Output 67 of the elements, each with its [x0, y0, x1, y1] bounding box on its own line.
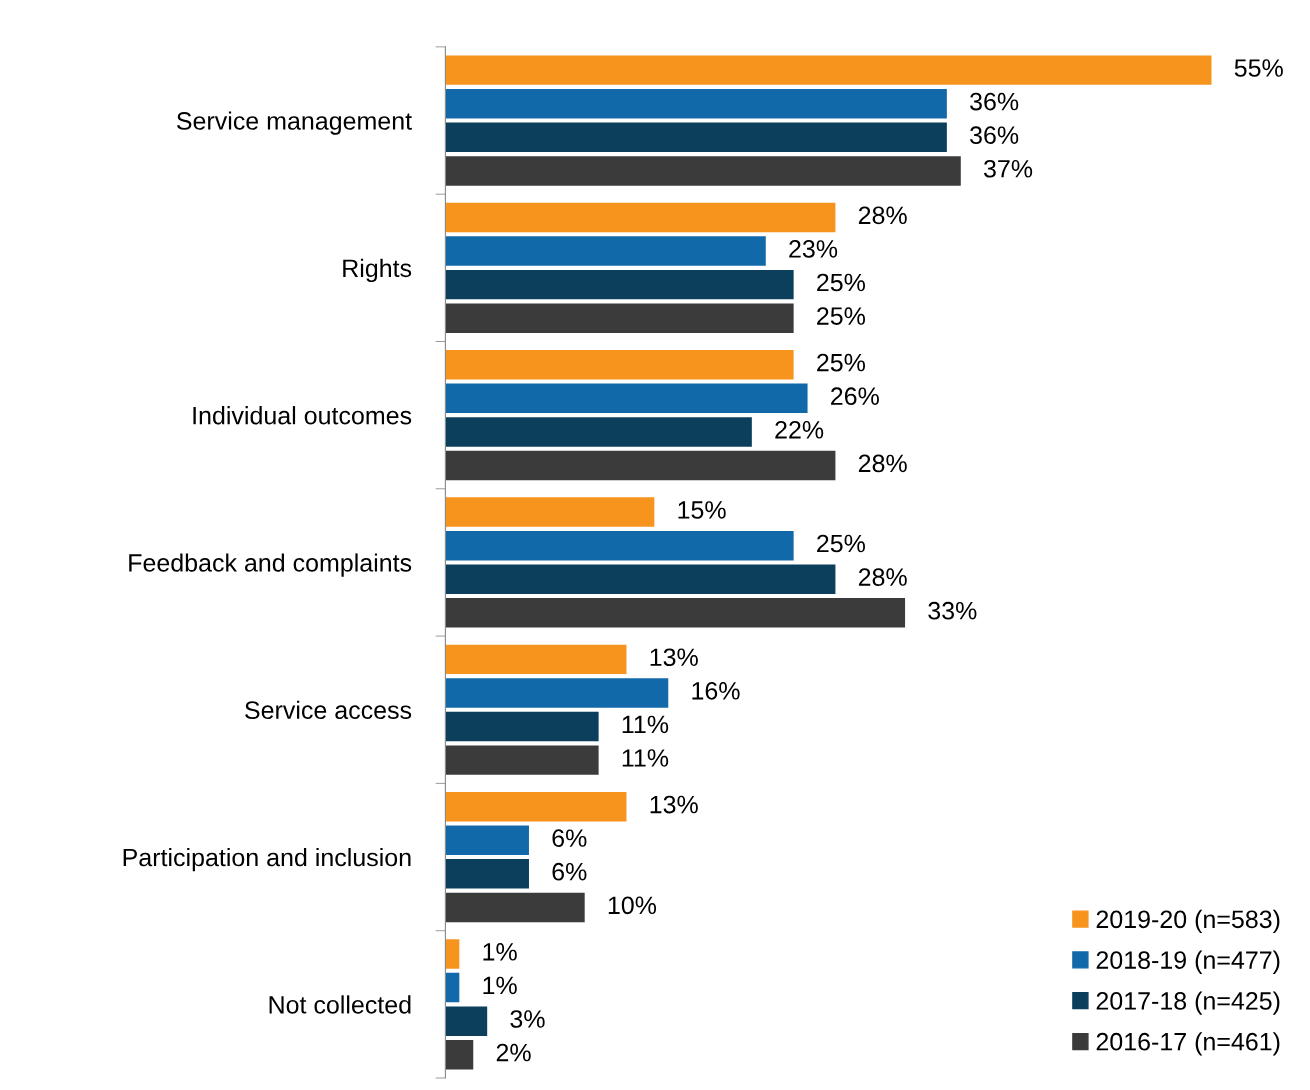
legend-label: 2018-19 (n=477)	[1096, 950, 1280, 974]
y-tick-label: Service access	[245, 700, 412, 720]
bar	[445, 644, 627, 675]
data-label: 25%	[817, 534, 865, 553]
bar	[445, 350, 794, 380]
data-label: 1%	[483, 976, 517, 995]
bar	[445, 598, 906, 628]
bar	[445, 417, 752, 447]
bar	[445, 383, 808, 414]
y-tick-label: Rights	[343, 258, 412, 283]
bar	[445, 892, 585, 923]
data-label: 2%	[496, 1043, 531, 1062]
bar	[445, 825, 529, 855]
data-label: 26%	[831, 387, 879, 406]
data-label: 6%	[552, 829, 587, 847]
bar	[445, 530, 794, 561]
y-tick-label: Individual outcomes	[193, 406, 412, 425]
data-label: 13%	[650, 795, 698, 814]
bar	[445, 236, 766, 266]
data-label: 15%	[678, 501, 726, 519]
y-tick-label: Not collected	[269, 995, 411, 1014]
bar	[445, 450, 836, 481]
legend-label: 2019-20 (n=583)	[1096, 909, 1280, 934]
y-tick-label: Service management	[176, 111, 412, 135]
bar	[445, 202, 836, 233]
data-label: 11%	[622, 715, 669, 734]
data-label: 33%	[928, 601, 977, 620]
bar	[445, 564, 836, 594]
bar	[445, 269, 794, 300]
bar	[445, 497, 655, 527]
data-label: 25%	[817, 353, 865, 372]
bar	[445, 1040, 474, 1070]
data-label: 37%	[983, 159, 1033, 178]
data-label: 1%	[483, 943, 517, 961]
data-label: 28%	[858, 206, 907, 225]
bar	[445, 711, 599, 742]
data-label: 23%	[789, 240, 838, 258]
data-label: 10%	[608, 896, 657, 915]
bar	[445, 303, 794, 333]
y-tick-label: Feedback and complaints	[129, 553, 412, 577]
data-label: 36%	[970, 92, 1019, 111]
bar	[445, 55, 1212, 85]
data-label: 55%	[1234, 59, 1283, 77]
bar	[445, 972, 460, 1003]
bar	[445, 745, 599, 775]
data-label: 16%	[692, 681, 740, 700]
bar	[445, 156, 961, 186]
bar	[445, 859, 529, 889]
legend-label: 2017-18 (n=425)	[1096, 991, 1280, 1015]
bar	[445, 678, 669, 708]
bar	[445, 89, 947, 119]
data-label: 28%	[858, 568, 907, 586]
data-label: 25%	[817, 273, 865, 292]
data-label: 3%	[510, 1010, 545, 1028]
bar	[445, 939, 460, 969]
bar	[445, 1006, 488, 1036]
data-label: 6%	[552, 862, 587, 881]
data-label: 25%	[817, 307, 865, 325]
legend-label: 2016-17 (n=461)	[1096, 1032, 1280, 1056]
data-label: 28%	[858, 454, 907, 473]
bar	[445, 791, 627, 822]
y-tick-label: Participation and inclusion	[123, 847, 411, 872]
bar	[445, 122, 947, 153]
data-label: 11%	[622, 749, 669, 767]
data-label: 13%	[650, 648, 698, 667]
data-label: 36%	[970, 126, 1019, 145]
data-label: 22%	[775, 420, 824, 439]
